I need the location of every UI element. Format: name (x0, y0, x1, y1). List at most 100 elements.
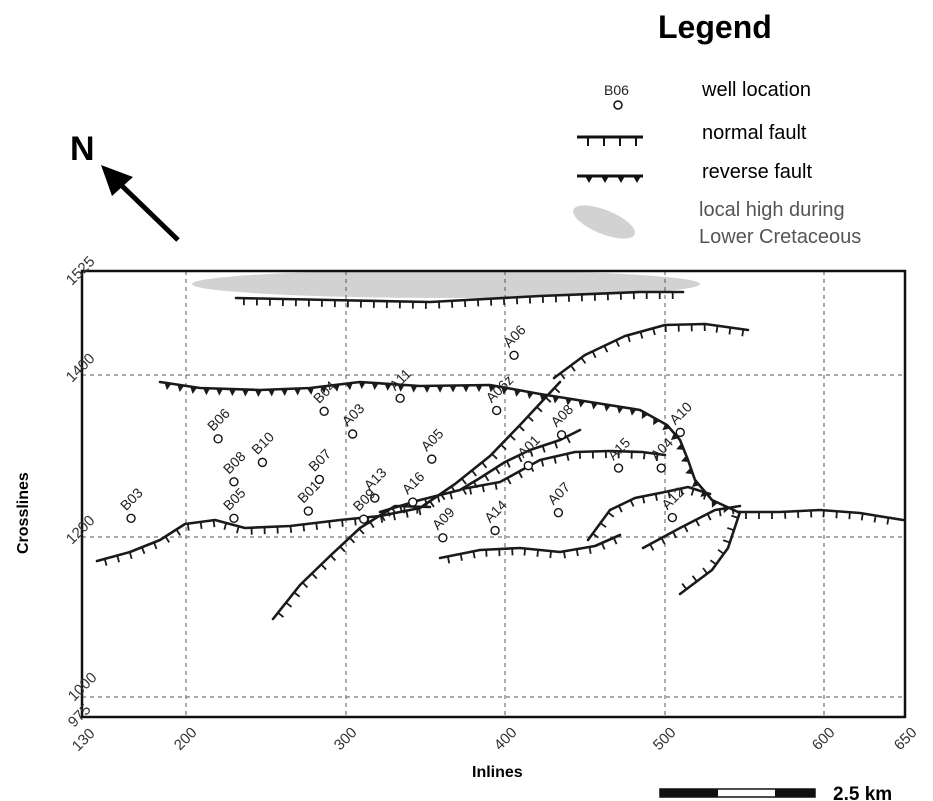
fault-tick (328, 521, 331, 529)
fault-tick (545, 396, 552, 403)
fault-tick (329, 554, 337, 562)
well-label: A16 (399, 468, 428, 497)
fault-tick (494, 482, 498, 490)
fault-tick (285, 601, 293, 608)
x-axis-title: Inlines (472, 764, 523, 781)
well-label: A06 (500, 321, 529, 350)
fault-south (438, 533, 622, 564)
well-label: B06 (204, 405, 233, 434)
fault-tick (591, 402, 598, 410)
fault-tick (392, 513, 396, 521)
well-A07: A07 (544, 479, 573, 518)
fault-tick (570, 364, 576, 372)
legend-local-high-label-line2: Lower Cretaceous (699, 226, 861, 248)
fault-tick (242, 389, 250, 397)
well-marker (347, 429, 358, 439)
fault-tick (702, 567, 708, 575)
fault-tick (128, 551, 133, 560)
well-marker (523, 460, 534, 471)
fault-tick (563, 551, 566, 559)
well-marker (229, 513, 239, 524)
fault-tick (536, 549, 539, 557)
legend: Legend B06 well location normal fault re… (573, 9, 861, 248)
fault-tick (449, 492, 453, 500)
fault-tick (518, 425, 525, 432)
fault-tick (588, 546, 592, 554)
fault-tick (472, 551, 476, 559)
fault-tick (641, 411, 649, 419)
fault-tick (229, 388, 237, 397)
well-marker (667, 512, 678, 523)
well-label: A10 (666, 398, 695, 427)
well-B07: B07 (305, 445, 334, 485)
well-label: B07 (305, 445, 334, 474)
well-B04: B04 (310, 377, 339, 416)
well-label: A08 (547, 401, 576, 430)
well-B06: B06 (204, 405, 233, 444)
fault-tick (236, 526, 240, 534)
well-A06z: A06z (482, 372, 516, 416)
fault-trace (271, 504, 432, 621)
fault-tick (332, 384, 340, 392)
x-tick-200: 200 (171, 724, 201, 754)
well-marker (319, 406, 329, 416)
fault-tick (592, 532, 599, 539)
x-tick-650: 650 (891, 724, 921, 754)
fault-tick (629, 408, 637, 416)
map-frame (80, 269, 907, 719)
fault-tick (358, 528, 365, 535)
fault-tick (164, 382, 172, 391)
fault-tick (681, 583, 688, 590)
well-label: B08 (220, 448, 249, 477)
well-marker (229, 477, 239, 487)
fault-tick (642, 496, 646, 504)
fault-tick (289, 525, 293, 534)
fault-tick (860, 513, 864, 521)
fault-tick (354, 518, 357, 526)
fault-ne (552, 322, 750, 380)
fault-tick (506, 477, 512, 485)
fault-tick (116, 555, 120, 563)
fault-tick (380, 514, 386, 522)
fault-tick (481, 485, 485, 493)
fault-tick (449, 385, 457, 393)
legend-normal-fault-label: normal fault (702, 122, 807, 144)
legend-title: Legend (658, 9, 772, 45)
well-A06: A06 (500, 321, 529, 361)
fault-tick (397, 384, 405, 392)
well-marker (257, 457, 268, 468)
fault-a12 (586, 485, 712, 542)
fault-tick (436, 495, 441, 503)
fault-tick (552, 396, 560, 404)
fault-tick (639, 331, 644, 339)
well-label: A09 (429, 504, 458, 533)
well-A09: A09 (429, 504, 458, 543)
fault-tick (706, 513, 712, 521)
fault-tick (405, 510, 409, 518)
fault-tick (591, 351, 597, 359)
fault-trace (586, 485, 712, 542)
scale-bar-label: 2.5 km (833, 784, 892, 801)
well-A11: A11 (386, 365, 414, 404)
fault-tick (141, 546, 146, 555)
fault-tick (603, 345, 609, 353)
fault-tick (410, 385, 418, 393)
legend-local-high-label-line1: local high during (699, 199, 845, 221)
fault-tick (629, 499, 635, 507)
fault-tick (517, 471, 523, 479)
fault-trace (641, 504, 742, 550)
fault-tick (459, 553, 463, 561)
fault-tick (319, 385, 327, 394)
fault-tick (731, 507, 735, 515)
fault-trace (158, 380, 740, 514)
fault-tick (436, 385, 444, 393)
fault-tick (468, 487, 473, 495)
well-A15: A15 (604, 434, 633, 473)
well-marker (359, 514, 369, 524)
fault-tick (553, 387, 561, 394)
fault-tick (655, 453, 659, 462)
fault-tick (315, 522, 318, 530)
fault-tick (731, 514, 739, 519)
fault-tick (654, 493, 658, 501)
well-marker (656, 463, 666, 473)
